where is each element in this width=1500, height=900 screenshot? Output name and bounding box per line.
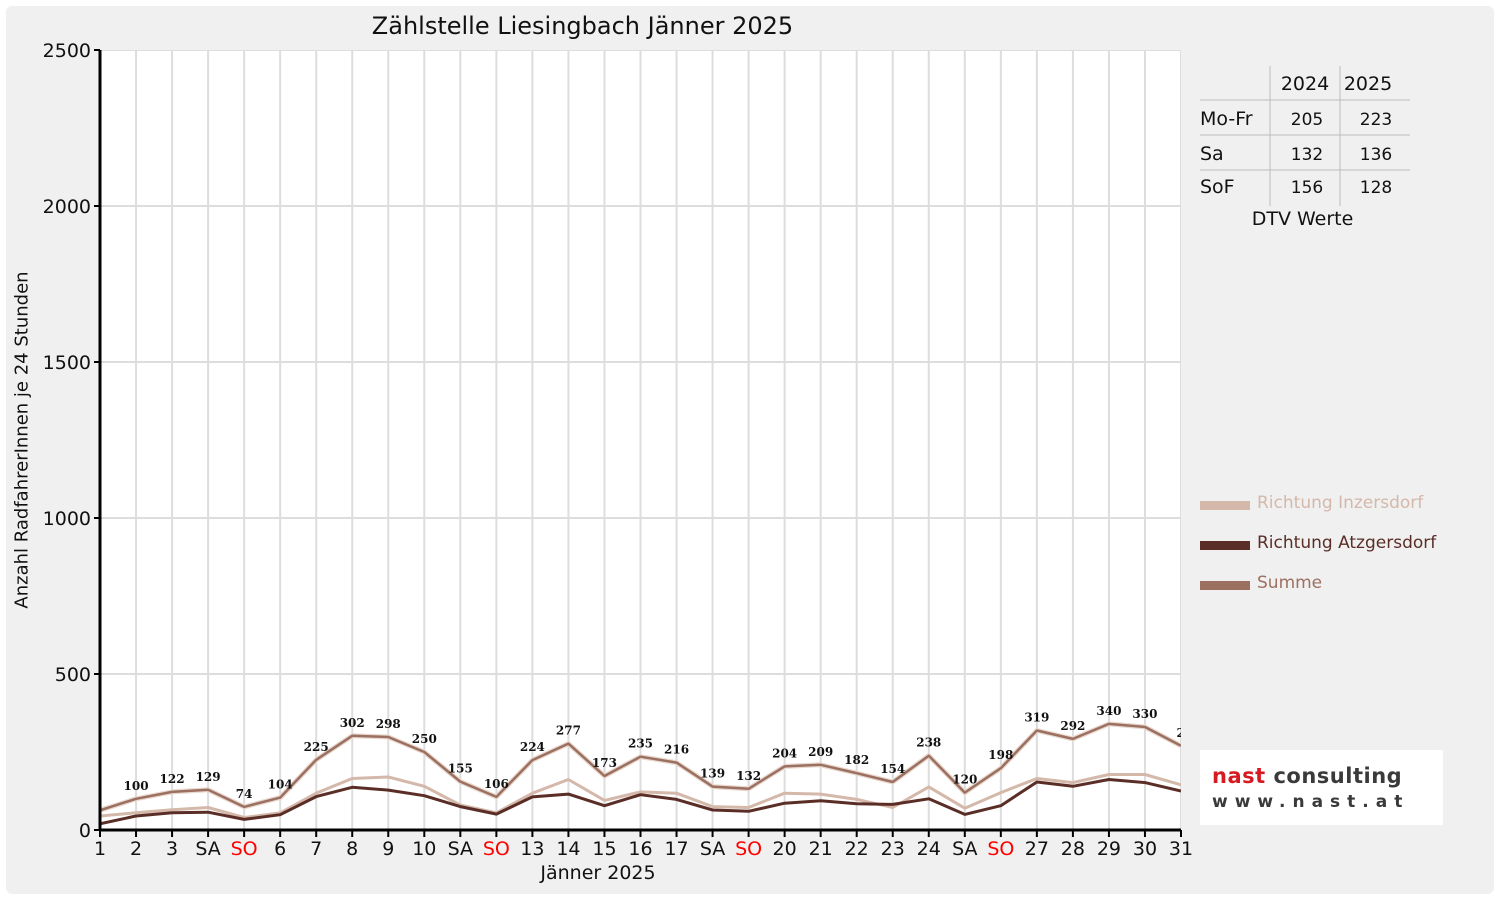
data-label: 104 xyxy=(268,778,293,792)
chart-title: Zählstelle Liesingbach Jänner 2025 xyxy=(371,12,794,40)
logo-brand-part2: consulting xyxy=(1265,764,1403,788)
data-label: 330 xyxy=(1132,707,1157,721)
dtv-cell: 205 xyxy=(1291,110,1323,130)
data-label: 302 xyxy=(340,716,365,730)
dtv-table: 2024 2025 Mo-Fr 205 223 Sa 132 136 SoF 1… xyxy=(1200,66,1410,206)
data-label: 198 xyxy=(988,748,1013,762)
data-label: 292 xyxy=(1060,719,1085,733)
dtv-row-label: Sa xyxy=(1200,143,1224,165)
dtv-row-label: Mo-Fr xyxy=(1200,108,1253,130)
series-line-inzersdorf xyxy=(100,773,1181,819)
data-label: 154 xyxy=(880,762,905,776)
y-axis-label: Anzahl RadfahrerInnen je 24 Stunden xyxy=(11,271,33,609)
legend-label-inzersdorf: Richtung Inzersdorf xyxy=(1257,493,1424,513)
data-label: 270 xyxy=(1176,726,1181,740)
data-label: 100 xyxy=(124,779,149,793)
data-label: 250 xyxy=(412,732,437,746)
data-label: 204 xyxy=(772,746,797,760)
data-label: 106 xyxy=(484,777,509,791)
line-chart: 6310012212974104225302298250155106224277… xyxy=(100,50,1181,830)
legend-label-atzgersdorf: Richtung Atzgersdorf xyxy=(1257,533,1437,553)
dtv-cell: 128 xyxy=(1360,178,1392,198)
dtv-cell: 136 xyxy=(1360,145,1392,165)
data-label: 173 xyxy=(592,756,617,770)
data-label: 129 xyxy=(196,770,221,784)
data-label: 277 xyxy=(556,724,581,738)
data-label: 155 xyxy=(448,762,473,776)
logo-brand-part1: nast xyxy=(1212,764,1266,788)
dtv-cell: 223 xyxy=(1360,110,1392,130)
series-line-summe xyxy=(100,722,1181,812)
dtv-header-2024: 2024 xyxy=(1281,73,1329,95)
data-label: 319 xyxy=(1024,710,1049,724)
legend-swatch-summe xyxy=(1200,581,1250,590)
data-label: 120 xyxy=(952,773,977,787)
data-label: 225 xyxy=(304,740,329,754)
data-label: 74 xyxy=(236,787,253,801)
dtv-header-2025: 2025 xyxy=(1344,73,1392,95)
data-label: 216 xyxy=(664,743,689,757)
data-label: 238 xyxy=(916,736,941,750)
dtv-caption: DTV Werte xyxy=(1251,208,1354,230)
nast-consulting-logo: nast consulting www.nast.at xyxy=(1200,750,1443,825)
data-label: 209 xyxy=(808,745,833,759)
data-label: 182 xyxy=(844,753,869,767)
legend-label-summe: Summe xyxy=(1257,573,1323,593)
dtv-row-label: SoF xyxy=(1200,176,1235,198)
data-label: 340 xyxy=(1096,704,1121,718)
dtv-cell: 156 xyxy=(1291,178,1323,198)
series-line-atzgersdorf xyxy=(100,778,1181,826)
data-label: 298 xyxy=(376,717,401,731)
data-label: 139 xyxy=(700,767,725,781)
logo-url: www.nast.at xyxy=(1212,792,1410,812)
dtv-cell: 132 xyxy=(1291,145,1323,165)
data-label: 224 xyxy=(520,740,545,754)
x-axis-label: Jänner 2025 xyxy=(540,862,656,884)
legend-swatch-inzersdorf xyxy=(1200,501,1250,510)
data-label: 235 xyxy=(628,737,653,751)
data-label: 122 xyxy=(160,772,185,786)
legend-swatch-atzgersdorf xyxy=(1200,541,1250,550)
data-label: 132 xyxy=(736,769,761,783)
logo-brand: nast consulting xyxy=(1212,764,1402,788)
plot-area: 6310012212974104225302298250155106224277… xyxy=(100,50,1181,830)
